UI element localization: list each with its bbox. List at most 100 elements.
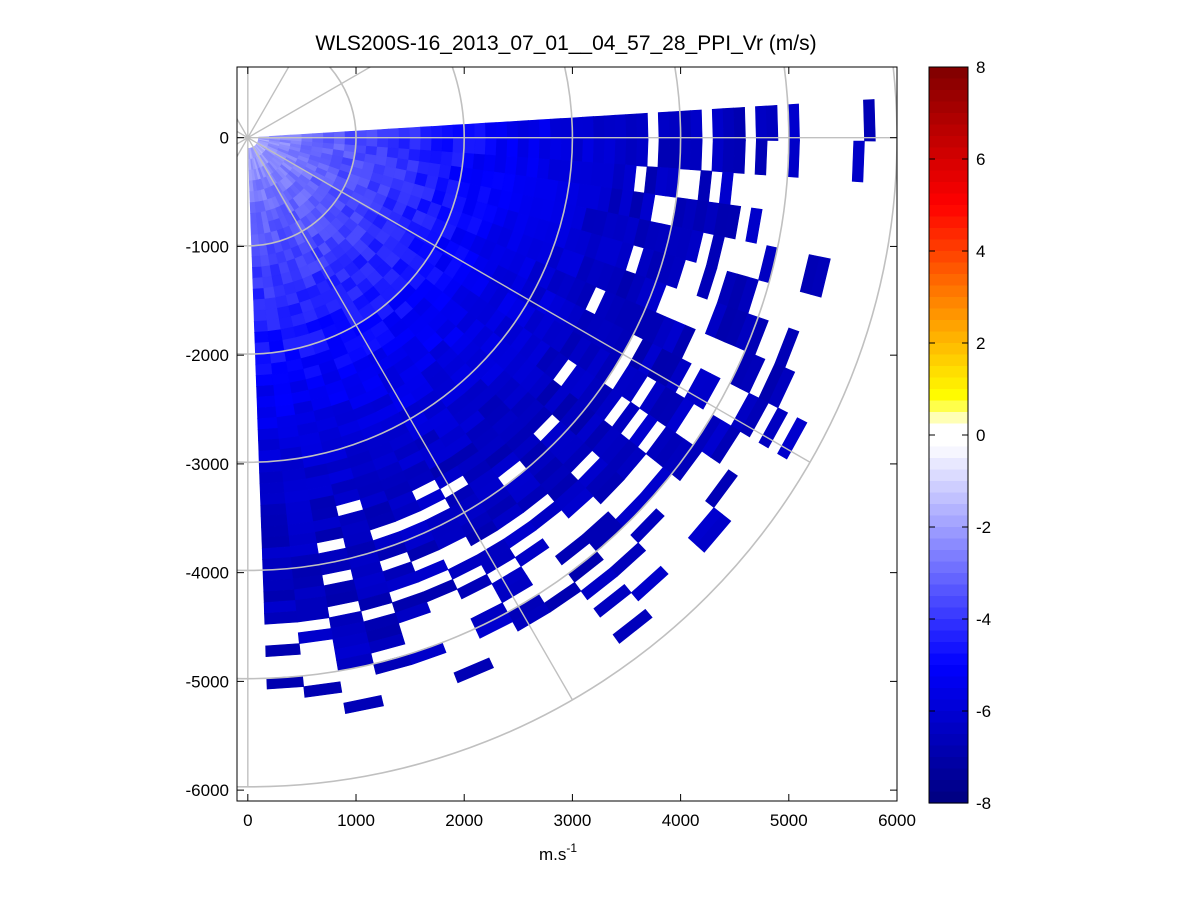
velocity-cell	[253, 298, 266, 312]
velocity-cell	[745, 207, 763, 244]
colorbar-segment	[929, 780, 968, 793]
colorbar-segment	[929, 331, 968, 344]
velocity-cell	[754, 140, 768, 176]
velocity-cell	[256, 384, 275, 398]
velocity-cell	[259, 471, 284, 485]
colorbar-segment	[929, 538, 968, 551]
velocity-cell	[625, 113, 638, 141]
colorbar-segment	[929, 630, 968, 643]
velocity-cell	[851, 140, 865, 183]
colorbar-segment	[929, 124, 968, 137]
velocity-cell	[366, 137, 379, 148]
colorbar-segment	[929, 274, 968, 287]
velocity-cell	[582, 139, 595, 163]
velocity-cell	[258, 438, 280, 452]
velocity-cell	[249, 191, 255, 203]
velocity-cell	[528, 119, 541, 140]
colorbar-segment	[929, 320, 968, 333]
velocity-cell	[506, 138, 519, 158]
velocity-cell	[441, 138, 454, 153]
velocity-cell	[711, 139, 725, 173]
velocity-cell	[420, 126, 433, 140]
velocity-cell	[758, 407, 789, 449]
colorbar-segment	[929, 366, 968, 379]
velocity-cell	[250, 223, 259, 236]
velocity-cell	[249, 201, 256, 214]
velocity-cell	[256, 395, 276, 409]
velocity-cell	[260, 503, 287, 517]
x-tick-label: 5000	[770, 811, 808, 830]
colorbar-segment	[929, 354, 968, 367]
colorbar-segment	[929, 147, 968, 160]
colorbar-segment	[929, 561, 968, 574]
velocity-cell	[343, 695, 384, 715]
velocity-cell	[724, 204, 742, 240]
velocity-cell	[484, 138, 498, 156]
colorbar-segment	[929, 469, 968, 482]
colorbar-segment	[929, 699, 968, 712]
colorbar-segment	[929, 159, 968, 172]
colorbar-segment	[929, 446, 968, 459]
colorbar-segment	[929, 205, 968, 218]
velocity-cell	[517, 120, 530, 140]
velocity-cell	[539, 118, 552, 140]
colorbar-segment	[929, 481, 968, 494]
azimuth-spoke	[237, 117, 249, 139]
velocity-cell	[517, 138, 530, 159]
velocity-cell	[580, 567, 618, 601]
colorbar-segment	[929, 768, 968, 781]
velocity-cell	[409, 126, 422, 139]
velocity-cell	[253, 320, 268, 333]
x-tick-label: 3000	[553, 811, 591, 830]
velocity-cell	[261, 524, 289, 539]
velocity-cell	[260, 265, 272, 278]
colorbar-segment	[929, 573, 968, 586]
velocity-cell	[255, 363, 273, 376]
velocity-cell	[474, 138, 487, 156]
velocity-cell	[463, 123, 476, 140]
colorbar-tick-label: -6	[976, 702, 991, 721]
velocity-cell	[538, 139, 552, 160]
velocity-cell	[397, 148, 411, 161]
y-tick-label: -2000	[186, 346, 229, 365]
velocity-cell	[612, 608, 653, 644]
colorbar-segment	[929, 757, 968, 770]
velocity-cell	[262, 286, 276, 300]
velocity-cell	[614, 114, 627, 140]
velocity-cell	[254, 331, 269, 344]
velocity-cell	[265, 308, 279, 322]
velocity-cell	[344, 137, 357, 146]
x-tick-label: 2000	[445, 811, 483, 830]
colorbar-segment	[929, 193, 968, 206]
colorbar-segment	[929, 412, 968, 425]
velocity-cell	[267, 329, 283, 343]
velocity-cell	[549, 118, 562, 140]
velocity-cell	[739, 397, 769, 438]
velocity-cell	[711, 108, 725, 141]
velocity-cell	[863, 99, 876, 142]
colorbar-segment	[929, 377, 968, 390]
velocity-cell	[418, 149, 432, 164]
velocity-cell	[265, 643, 301, 658]
velocity-cell	[636, 112, 649, 141]
y-tick-label: -3000	[186, 455, 229, 474]
colorbar-tick-label: 4	[976, 242, 985, 261]
colorbar-segment	[929, 665, 968, 678]
colorbar-segment	[929, 389, 968, 402]
colorbar-segment	[929, 262, 968, 275]
colorbar-segment	[929, 251, 968, 264]
azimuth-spoke	[237, 137, 249, 145]
velocity-cell	[657, 139, 671, 169]
velocity-cell	[266, 318, 281, 332]
colorbar-segment	[929, 228, 968, 241]
azimuth-spoke	[247, 137, 811, 463]
velocity-cell	[733, 106, 746, 141]
y-tick-label: 0	[220, 129, 229, 148]
velocity-cell	[255, 352, 272, 366]
velocity-cell	[765, 104, 779, 141]
azimuth-spoke	[237, 137, 249, 158]
velocity-cell	[430, 138, 443, 153]
y-tick-label: -6000	[186, 781, 229, 800]
colorbar-tick-label: -2	[976, 518, 991, 537]
velocity-cell	[440, 151, 454, 167]
